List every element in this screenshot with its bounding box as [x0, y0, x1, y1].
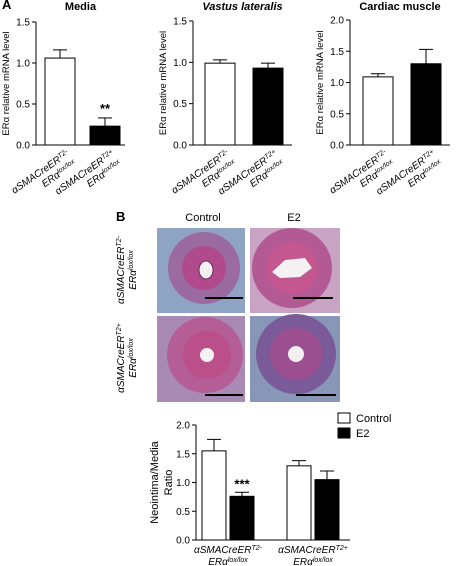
label-line: αSMACreERT2- — [116, 235, 128, 304]
y-axis-label: Ratio — [163, 470, 175, 496]
y-tick-label: 1.5 — [330, 47, 344, 58]
rich-label: αSMACreERT2-ERαlox/lox — [116, 235, 140, 304]
label-line: αSMACreERT2+ — [278, 545, 348, 557]
bar — [89, 125, 121, 146]
column-header: E2 — [287, 212, 300, 224]
legend-swatch — [337, 412, 351, 424]
legend-label: Control — [356, 413, 391, 425]
label-sup: lox/lox — [128, 250, 135, 270]
label-sup: lox/lox — [228, 557, 248, 564]
rich-label: αSMACreERT2-ERαlox/lox — [328, 148, 395, 197]
bar — [362, 76, 394, 146]
micrograph — [250, 314, 340, 402]
label-text: αSMACreER — [116, 335, 127, 392]
label-line: αSMACreERT2- — [194, 545, 263, 557]
y-tick-label: 1.0 — [176, 478, 190, 489]
label-sup: T2+ — [263, 148, 277, 161]
label-text: αSMACreER — [116, 247, 127, 304]
bar — [44, 57, 76, 146]
label-sup: T2+ — [116, 323, 123, 335]
y-tick-label: 0.0 — [16, 141, 30, 152]
label-sup: T2- — [116, 235, 123, 246]
rich-label: αSMACreERT2+ERαlox/lox — [116, 323, 140, 393]
rich-label: αSMACreERT2+ERαlox/lox — [216, 148, 284, 197]
y-axis-label: Neointima/Media — [149, 440, 161, 523]
y-tick-label: 0.5 — [173, 99, 187, 110]
label-sup: T2- — [217, 148, 230, 160]
label-sup: lox/lox — [313, 557, 333, 564]
label-sup: T2- — [375, 148, 388, 160]
y-tick-label: 0.5 — [16, 100, 30, 111]
chart-title: Media — [65, 1, 97, 13]
y-axis-label: ERα relative mRNA level — [315, 30, 326, 134]
y-tick-label: 0.0 — [176, 536, 190, 547]
legend-swatch — [337, 427, 351, 439]
rich-label: αSMACreERT2+ERαlox/lox — [278, 545, 348, 566]
bar — [252, 67, 284, 146]
micrograph — [157, 228, 245, 313]
label-line: ERαlox/lox — [128, 250, 140, 290]
chart-title: Vastus lateralis — [202, 1, 282, 13]
chart-title: Cardiac muscle — [359, 1, 440, 13]
panel-label: B — [116, 209, 125, 224]
label-sup: T2+ — [421, 148, 435, 161]
label-text: ERα — [293, 557, 313, 566]
label-sup: T2+ — [100, 148, 114, 161]
label-text: ERα — [128, 358, 139, 378]
y-tick-label: 0.5 — [176, 507, 190, 518]
y-tick-label: 1.5 — [176, 449, 190, 460]
micrograph — [250, 228, 340, 313]
rich-label: αSMACreERT2-ERαlox/lox — [194, 545, 263, 566]
bar — [204, 62, 236, 146]
y-tick-label: 2.0 — [176, 421, 190, 432]
bar — [314, 479, 340, 541]
y-tick-label: 0.0 — [330, 141, 344, 152]
y-tick-label: 1.5 — [173, 17, 187, 28]
label-text: ERα — [208, 557, 228, 566]
label-line: ERαlox/lox — [128, 338, 140, 378]
column-header: Control — [185, 212, 220, 224]
y-tick-label: 0.0 — [173, 141, 187, 152]
y-tick-label: 1.0 — [173, 58, 187, 69]
legend-label: E2 — [356, 428, 369, 440]
label-text: ERα — [128, 270, 139, 290]
micrograph-grid — [157, 228, 340, 402]
significance: *** — [234, 476, 250, 491]
y-tick-label: 1.0 — [330, 78, 344, 89]
significance: ** — [100, 101, 111, 116]
label-sup: T2- — [251, 545, 262, 552]
label-line: αSMACreERT2+ — [116, 323, 128, 393]
rich-label: αSMACreERT2+ERαlox/lox — [374, 148, 442, 197]
panel-label: A — [2, 0, 12, 12]
label-sup: lox/lox — [128, 338, 135, 358]
bar — [201, 450, 227, 541]
bar — [286, 465, 312, 541]
y-tick-label: 1.0 — [16, 59, 30, 70]
y-axis-label: ERα relative mRNA level — [1, 31, 12, 135]
y-axis-label: ERα relative mRNA level — [158, 31, 169, 135]
y-tick-label: 1.5 — [16, 18, 30, 29]
label-line: ERαlox/lox — [208, 557, 248, 566]
label-sup: T2- — [57, 148, 70, 160]
label-text: αSMACreER — [278, 545, 335, 556]
bar — [410, 63, 442, 146]
y-tick-label: 0.5 — [330, 109, 344, 120]
rich-label: αSMACreERT2-ERαlox/lox — [170, 148, 237, 197]
bar — [229, 495, 255, 541]
label-text: αSMACreER — [194, 545, 251, 556]
micrograph — [157, 316, 245, 402]
y-tick-label: 2.0 — [330, 16, 344, 27]
label-sup: T2+ — [336, 545, 348, 552]
label-line: ERαlox/lox — [293, 557, 333, 566]
